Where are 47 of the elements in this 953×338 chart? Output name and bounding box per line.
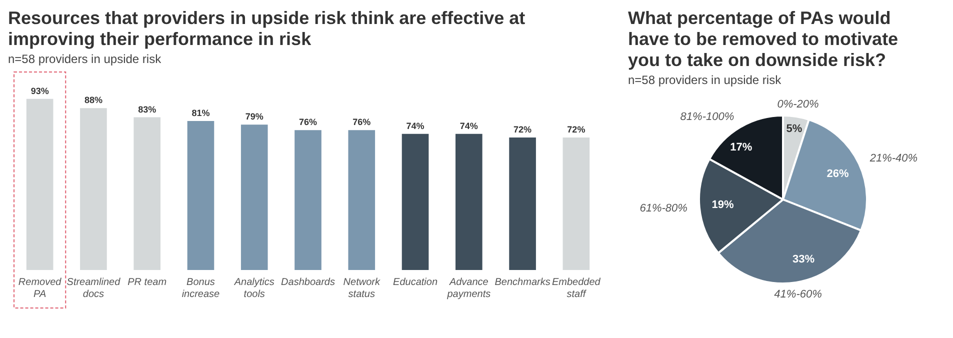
x-tick-label: Dashboards (281, 276, 335, 288)
data-label: 74% (460, 120, 478, 131)
slice-label: 41%-60% (774, 288, 822, 300)
x-tick-label: Education (393, 276, 438, 288)
slice-label: 0%-20% (777, 98, 820, 111)
x-tick-label: Removed PA (18, 276, 62, 300)
x-tick-label: PR team (128, 276, 167, 288)
bar (562, 138, 590, 270)
bar (456, 134, 482, 270)
slice-label: 81%-100% (680, 110, 734, 123)
data-label: 26% (826, 168, 849, 180)
bar (402, 134, 429, 270)
x-tick-label: Advance payments (446, 276, 491, 300)
bar (187, 120, 214, 270)
data-label: 76% (298, 117, 318, 128)
chart-title: What percentage of PAs would have to be removed to motivate you to take on downside risk? (628, 8, 900, 71)
data-label: 33% (792, 253, 815, 266)
slice-label: 61%-80% (640, 202, 688, 215)
data-label: 81% (192, 108, 210, 118)
data-label: 93% (30, 86, 49, 96)
data-label: 19% (712, 199, 734, 212)
data-label: 88% (84, 95, 102, 106)
data-label: 74% (406, 120, 424, 131)
x-tick-label: Streamlined docs (66, 276, 121, 300)
data-label: 79% (245, 112, 264, 122)
bar (26, 98, 54, 270)
bar (294, 130, 322, 270)
bar (134, 117, 160, 270)
x-tick-label: Bonus increase (182, 276, 220, 300)
data-label: 83% (138, 104, 156, 114)
x-tick-label: Analytics tools (233, 276, 274, 300)
data-label: 76% (352, 117, 371, 128)
bar (509, 138, 536, 270)
slice-label: 21%-40% (868, 152, 918, 165)
x-tick-label: Benchmarks (494, 276, 550, 288)
bar (240, 124, 268, 270)
data-label: 17% (730, 141, 752, 154)
data-label: 72% (567, 124, 586, 135)
bar (348, 130, 376, 270)
data-label: 5% (786, 123, 802, 136)
x-tick-label: Network status (343, 276, 381, 300)
data-label: 72% (514, 124, 532, 135)
x-tick-label: Embedded staff (552, 276, 601, 300)
chart-subtitle: n=58 providers in upside risk (8, 52, 162, 66)
chart-title: Resources that providers in upside risk think are effective at improving their performance in risk (8, 8, 526, 50)
bar (80, 108, 107, 270)
chart-subtitle: n=58 providers in upside risk (628, 73, 782, 87)
